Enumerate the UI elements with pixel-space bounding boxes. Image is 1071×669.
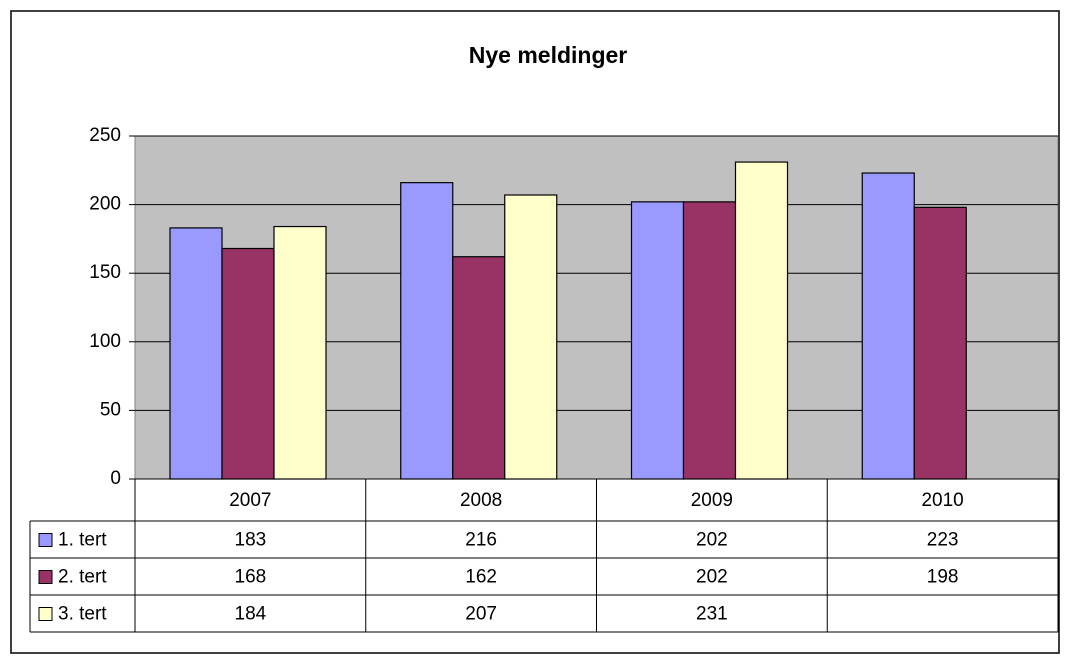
legend-key — [38, 570, 53, 584]
table-value: 198 — [927, 567, 959, 588]
bar — [452, 256, 506, 480]
table-value: 231 — [696, 604, 728, 625]
x-tick-label: 2007 — [229, 490, 271, 511]
y-tick-label: 200 — [89, 194, 121, 215]
y-tick-label: 150 — [89, 262, 121, 283]
bar — [400, 182, 454, 480]
table-value: 223 — [927, 530, 959, 551]
bar — [682, 201, 737, 480]
legend-key — [38, 533, 53, 547]
x-tick-label: 2008 — [460, 490, 502, 511]
bar — [169, 227, 223, 480]
legend-label: 2. tert — [58, 567, 107, 588]
y-tick-label: 250 — [89, 125, 121, 146]
chart-title: Nye meldinger — [469, 42, 628, 68]
bar — [734, 161, 789, 480]
y-tick-label: 0 — [110, 468, 121, 489]
table-value: 168 — [235, 567, 267, 588]
table-value: 207 — [465, 604, 497, 625]
bar — [861, 172, 915, 480]
table-value: 184 — [235, 604, 267, 625]
table-value: 216 — [465, 530, 497, 551]
legend-label: 1. tert — [58, 530, 107, 551]
x-tick-label: 2009 — [691, 490, 733, 511]
bar — [913, 206, 967, 480]
table-value: 202 — [696, 567, 728, 588]
bar — [273, 225, 327, 480]
y-tick-label: 100 — [89, 331, 121, 352]
table-value: 183 — [235, 530, 267, 551]
table-value: 202 — [696, 530, 728, 551]
table-value: 162 — [465, 567, 497, 588]
bar — [630, 201, 685, 480]
legend-label: 3. tert — [58, 604, 107, 625]
bar — [504, 194, 558, 480]
x-tick-label: 2010 — [921, 490, 963, 511]
y-tick-label: 50 — [100, 399, 121, 420]
bar — [221, 247, 275, 480]
legend-key — [38, 607, 53, 621]
